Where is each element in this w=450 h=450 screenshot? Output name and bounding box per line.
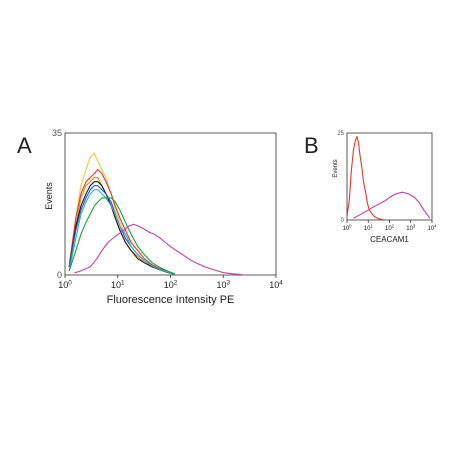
y-tick-label-0: 0 [57,270,62,280]
x-tick-label-2: 102 [385,224,395,232]
series-line-7 [74,223,242,276]
plot-frame [346,132,433,221]
x-tick-label-3: 103 [406,224,416,232]
panel-b-letter: B [304,133,319,158]
x-tick-label-0: 100 [342,224,352,232]
x-tick-exponent-0: 0 [349,224,352,229]
x-tick-label-1: 101 [364,224,374,232]
y-axis-label: Events [44,182,54,210]
x-tick-label-4: 104 [269,279,283,290]
panel-a-letter: A [17,133,32,158]
x-axis-label: Fluorescence Intensity PE [107,294,235,306]
series-line-6 [68,197,175,275]
x-tick-exponent-1: 1 [121,279,125,286]
series-line-5 [68,189,175,275]
x-tick-label-0: 100 [58,279,72,290]
x-tick-exponent-3: 3 [413,224,416,229]
x-axis-label: CEACAM1 [370,235,409,244]
x-tick-exponent-2: 2 [174,279,178,286]
x-tick-label-2: 102 [164,279,178,290]
y-axis-label: Events [333,159,339,177]
y-tick-label-0: 0 [341,218,345,224]
x-tick-exponent-0: 0 [68,279,72,286]
y-tick-label-1: 35 [52,128,62,138]
x-tick-label-4: 104 [427,224,437,232]
series-line-1 [353,191,431,219]
series-line-1 [68,168,175,275]
x-tick-label-1: 101 [111,279,125,290]
x-tick-exponent-4: 4 [279,279,283,286]
x-tick-label-3: 103 [216,279,230,290]
x-tick-exponent-3: 3 [227,279,231,286]
series-line-0 [346,135,384,221]
y-tick-label-1: 25 [337,131,344,137]
x-tick-exponent-4: 4 [434,224,437,229]
x-tick-exponent-2: 2 [392,224,395,229]
x-tick-exponent-1: 1 [370,224,373,229]
series-line-3 [68,181,175,275]
